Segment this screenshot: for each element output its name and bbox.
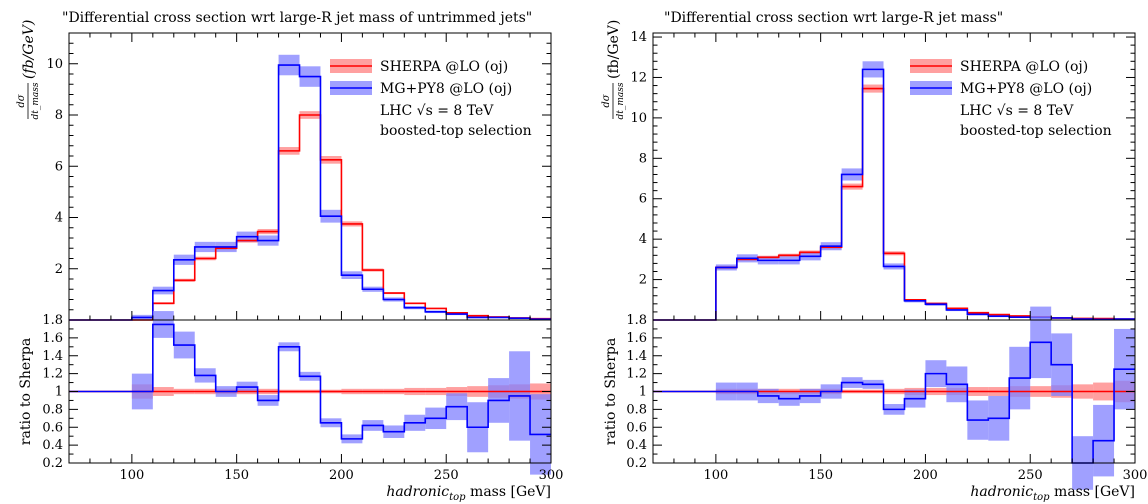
x-tick-label: 100 xyxy=(119,468,144,483)
x-tick-label: 150 xyxy=(224,468,249,483)
y-tick-label: 6 xyxy=(639,192,647,207)
ratio-y-axis-label: ratio to Sherpa xyxy=(18,338,34,445)
y-tick-label: 2 xyxy=(55,262,63,277)
chart-panel-2: "Differential cross section wrt large-R … xyxy=(601,10,1147,503)
y-axis-label-numerator: dσ xyxy=(16,93,27,107)
ratio-y-tick-label: 1.4 xyxy=(626,349,647,364)
ratio-y-tick-label: 0.4 xyxy=(42,438,63,453)
y-axis-label-numerator: dσ xyxy=(601,93,612,107)
ratio-y-tick-label: 0.8 xyxy=(626,402,647,417)
y-axis-label-denominator: dt_mass xyxy=(616,82,626,119)
x-axis-label-main: hadronic xyxy=(386,484,449,500)
x-tick-label: 300 xyxy=(1123,468,1148,483)
y-axis-label-denominator: dt_mass xyxy=(31,82,41,119)
legend-entry: SHERPA @LO (oj) xyxy=(960,59,1088,75)
ratio-y-tick-label: 1.2 xyxy=(626,367,647,382)
legend-note: LHC √s = 8 TeV xyxy=(960,103,1074,119)
chart-panel-1: "Differential cross section wrt large-R … xyxy=(16,10,563,503)
ratio-line-2 xyxy=(653,341,1135,464)
x-axis-label-sub: top xyxy=(1033,492,1050,503)
x-tick-label: 250 xyxy=(1018,468,1043,483)
x-tick-label: 100 xyxy=(703,468,728,483)
y-tick-label: 10 xyxy=(630,111,647,126)
chart-title: "Differential cross section wrt large-R … xyxy=(664,10,1003,26)
legend: SHERPA @LO (oj) MG+PY8 @LO (oj) LHC √s = 8… xyxy=(910,59,1112,139)
ratio-y-tick-label: 1 xyxy=(55,385,63,400)
x-tick-label: 150 xyxy=(808,468,833,483)
x-axis-label: hadronictop mass [GeV] xyxy=(386,484,551,503)
ratio-y-tick-label: 0.4 xyxy=(626,438,647,453)
main-line-1 xyxy=(69,114,551,321)
ratio-y-tick-label: 1.4 xyxy=(42,349,63,364)
x-tick-label: 200 xyxy=(913,468,938,483)
y-tick-label: 6 xyxy=(55,159,63,174)
y-tick-label: 14 xyxy=(630,30,647,45)
ratio-y-tick-label: 1.8 xyxy=(626,313,647,328)
x-tick-label: 300 xyxy=(539,468,564,483)
x-axis-label-unit: mass [GeV] xyxy=(466,484,551,500)
legend-entry: MG+PY8 @LO (oj) xyxy=(960,81,1092,97)
x-axis-label-sub: top xyxy=(449,492,466,503)
ratio-y-tick-label: 1 xyxy=(639,385,647,400)
ratio-y-tick-label: 1.2 xyxy=(42,367,63,382)
x-axis-label-unit: mass [GeV] xyxy=(1050,484,1135,500)
y-tick-label: 4 xyxy=(55,211,63,226)
y-tick-label: 2 xyxy=(639,273,647,288)
x-axis-label-main: hadronic xyxy=(970,484,1033,500)
legend-entry: MG+PY8 @LO (oj) xyxy=(380,81,512,97)
main-line-2 xyxy=(653,68,1135,321)
y-axis-label: dσ dt_mass (fb/GeV) xyxy=(16,20,41,120)
legend-entry: SHERPA @LO (oj) xyxy=(380,59,508,75)
ratio-y-tick-label: 0.6 xyxy=(626,420,647,435)
ratio-y-tick-label: 0.6 xyxy=(42,420,63,435)
y-tick-label: 4 xyxy=(639,232,647,247)
x-axis-label: hadronictop mass [GeV] xyxy=(970,484,1135,503)
ratio-y-tick-label: 0.8 xyxy=(42,402,63,417)
x-tick-label: 250 xyxy=(434,468,459,483)
y-axis-label-unit: (fb/GeV) xyxy=(606,20,622,79)
y-axis-label: dσ dt_mass (fb/GeV) xyxy=(601,20,626,120)
ratio-line-2 xyxy=(69,323,551,440)
x-tick-label: 200 xyxy=(329,468,354,483)
ratio-y-tick-label: 1.8 xyxy=(42,313,63,328)
legend-note: LHC √s = 8 TeV xyxy=(380,103,494,119)
ratio-y-tick-label: 1.6 xyxy=(42,331,63,346)
ratio-y-tick-label: 1.6 xyxy=(626,331,647,346)
y-tick-label: 8 xyxy=(55,108,63,123)
ratio-y-axis-label: ratio to Sherpa xyxy=(603,338,619,445)
ratio-y-tick-label: 0.2 xyxy=(626,456,647,471)
ratio-y-tick-label: 0.2 xyxy=(42,456,63,471)
legend: SHERPA @LO (oj) MG+PY8 @LO (oj) LHC √s = 8… xyxy=(330,59,532,139)
y-tick-label: 12 xyxy=(630,70,647,85)
chart-title: "Differential cross section wrt large-R … xyxy=(62,10,532,26)
y-tick-label: 10 xyxy=(46,57,63,72)
y-tick-label: 8 xyxy=(639,151,647,166)
main-frame xyxy=(652,32,1136,321)
legend-note: boosted-top selection xyxy=(960,123,1112,139)
y-axis-label-unit: (fb/GeV) xyxy=(21,20,37,79)
legend-note: boosted-top selection xyxy=(380,123,532,139)
